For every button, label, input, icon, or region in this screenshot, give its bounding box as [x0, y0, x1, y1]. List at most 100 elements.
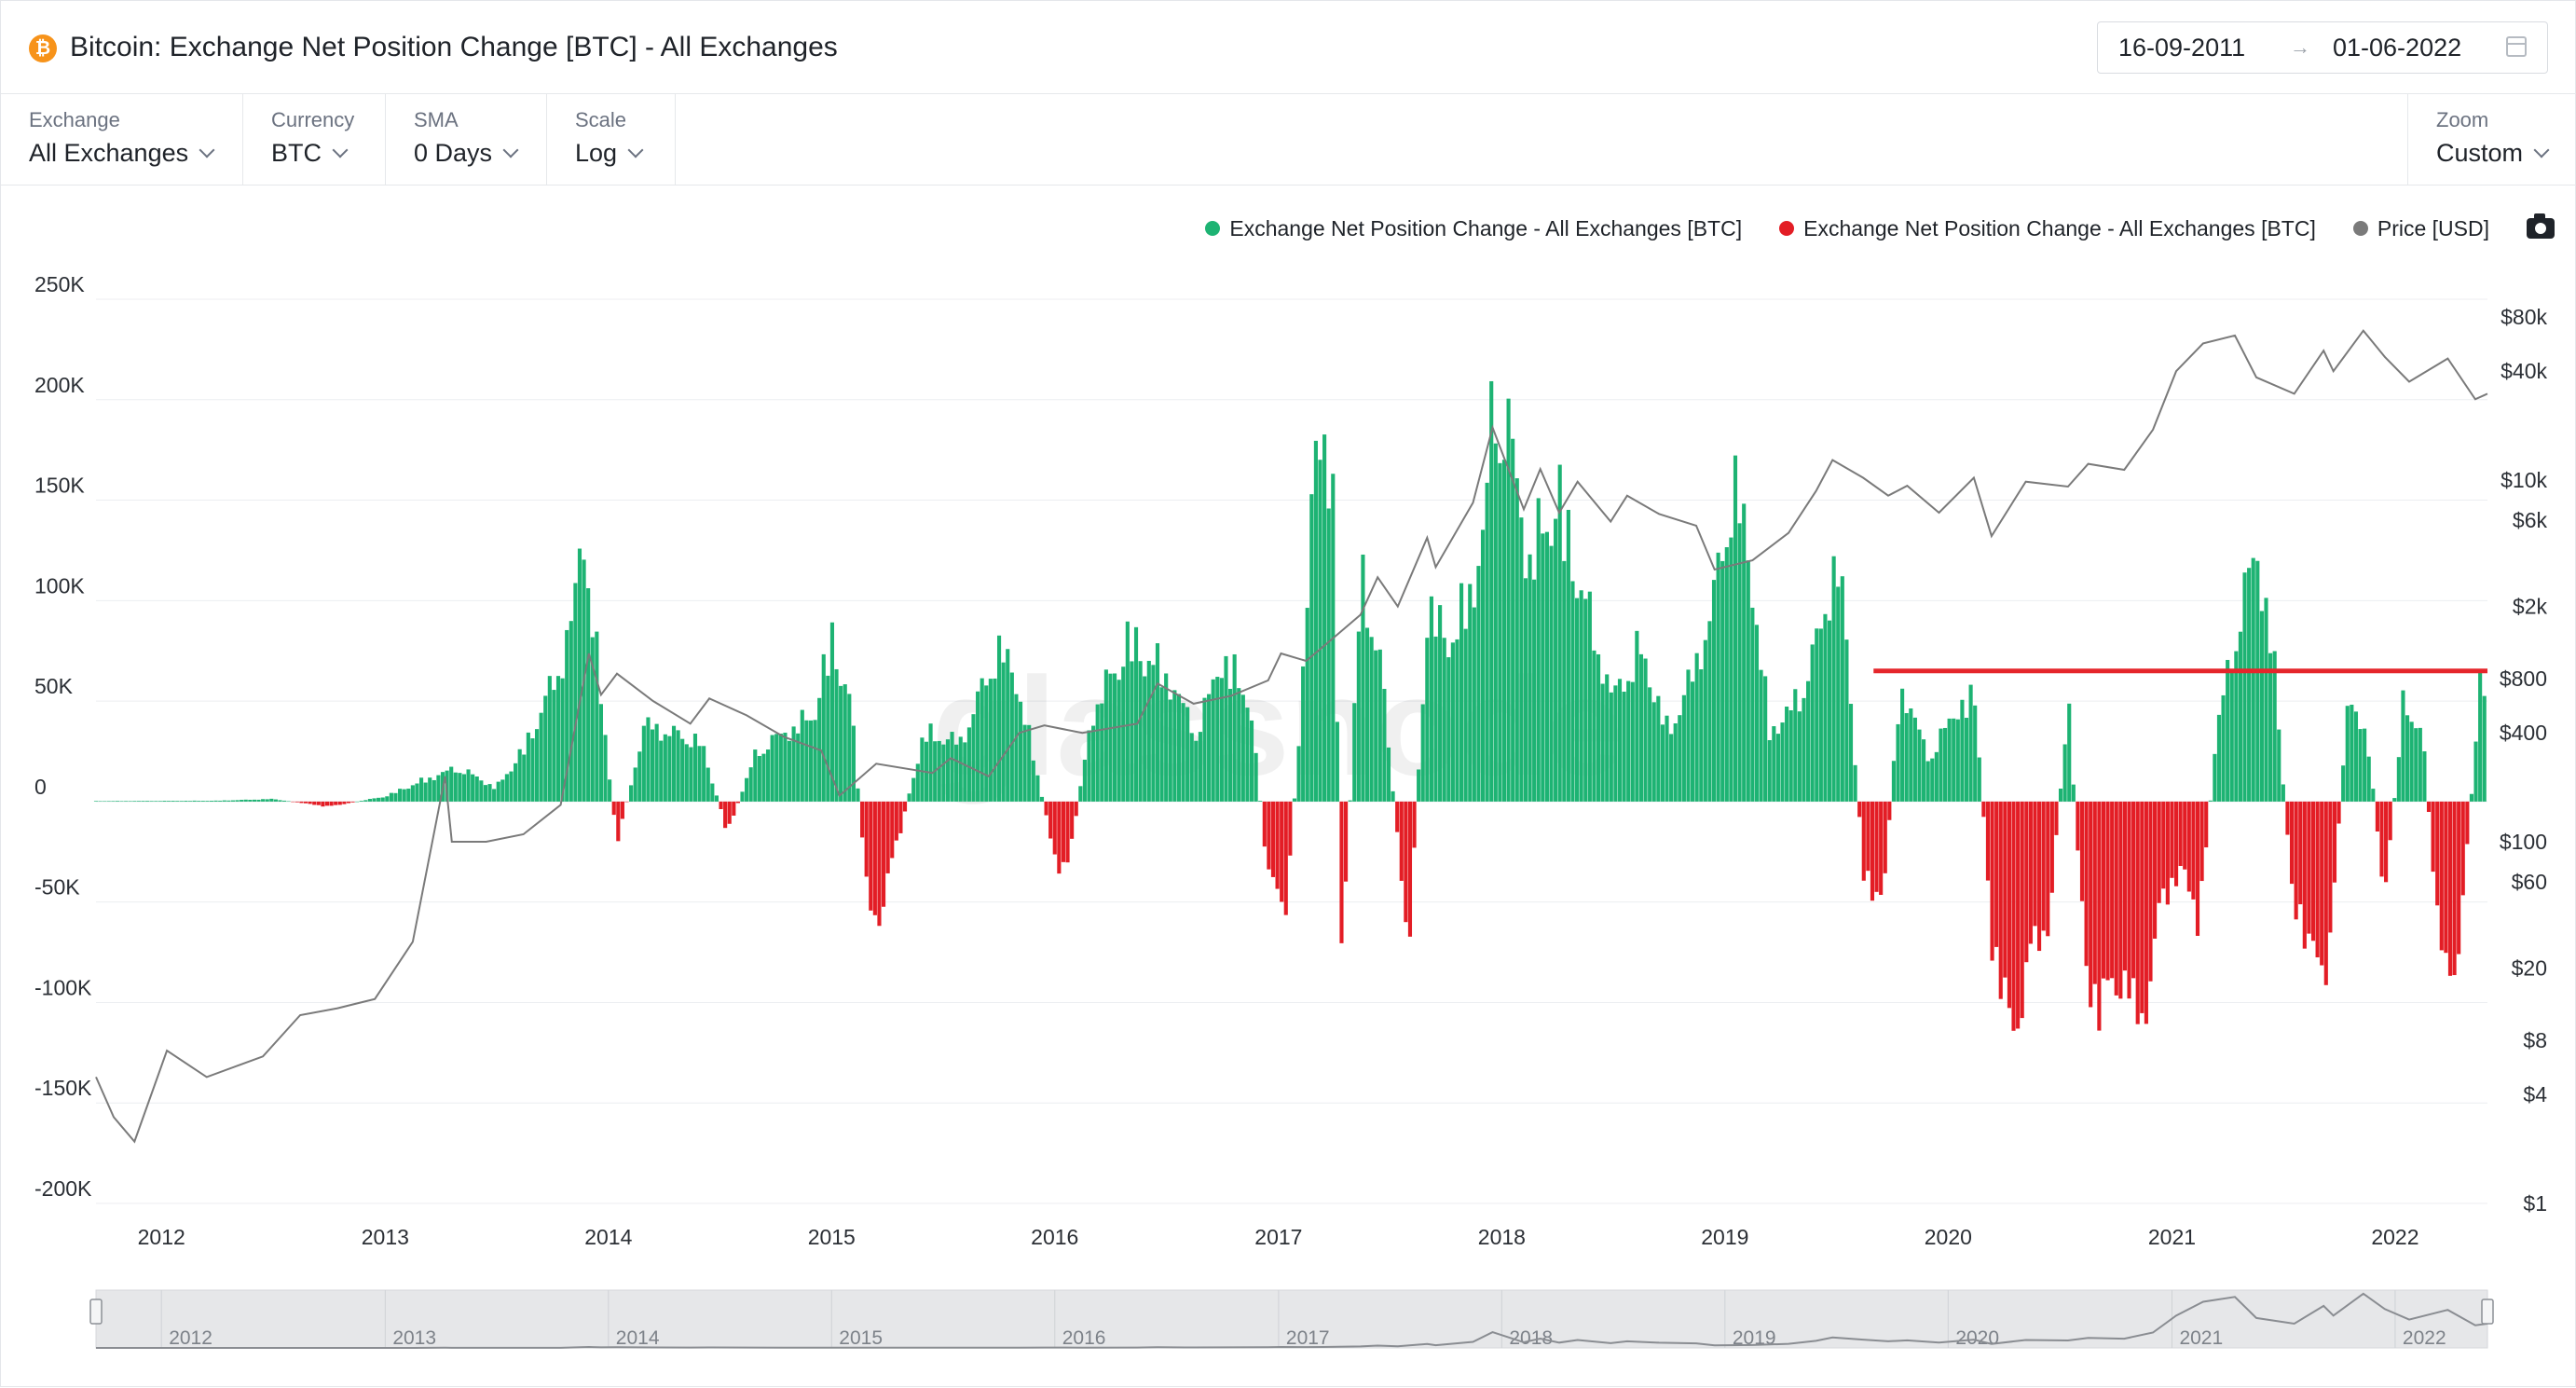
y-right-tick-label: $40k: [2501, 359, 2547, 383]
exchange-value: All Exchanges: [29, 139, 189, 167]
inflow-bar: [1313, 440, 1318, 802]
inflow-bar: [2234, 651, 2239, 802]
outflow-bar: [727, 801, 732, 824]
date-from-input[interactable]: 16-09-2011: [2118, 34, 2246, 62]
outflow-bar: [611, 801, 616, 816]
inflow-bar: [1912, 717, 1917, 802]
outflow-bar: [885, 801, 890, 873]
outflow-bar: [2315, 801, 2320, 958]
inflow-bar: [256, 799, 261, 802]
outflow-bar: [1985, 801, 1991, 881]
inflow-bar: [1806, 680, 1811, 802]
inflow-bar: [1211, 679, 1215, 802]
inflow-bar: [248, 799, 253, 802]
inflow-bar: [1904, 713, 1909, 802]
inflow-bar: [1557, 464, 1562, 802]
inflow-bar: [821, 653, 826, 802]
inflow-bar: [945, 739, 951, 802]
inflow-bar: [1802, 697, 1806, 802]
outflow-bar: [321, 801, 325, 807]
outflow-bar: [1857, 801, 1862, 818]
inflow-bar: [598, 704, 604, 802]
date-to-input[interactable]: 01-06-2022: [2333, 34, 2462, 62]
outflow-bar: [2118, 801, 2123, 999]
outflow-bar: [1990, 801, 1994, 961]
camera-icon[interactable]: [2527, 213, 2555, 239]
outflow-bar: [2379, 801, 2384, 877]
inflow-bar: [2358, 729, 2363, 802]
legend-item-price[interactable]: Price [USD]: [2352, 216, 2489, 241]
inflow-bar: [205, 801, 210, 802]
inflow-bar: [603, 735, 608, 802]
range-navigator[interactable]: 2012 2013 2014 2015 2016 2017 2018 2019 2020 2021…: [89, 1289, 2494, 1349]
inflow-bar: [458, 773, 462, 802]
inflow-bar: [808, 720, 814, 802]
navigator-tick-label: 2013: [392, 1327, 436, 1349]
calendar-icon[interactable]: [2506, 36, 2527, 57]
y-left-tick-label: -200K: [34, 1176, 92, 1201]
inflow-bar: [676, 730, 680, 802]
inflow-bar: [1934, 751, 1939, 802]
zoom-dropdown[interactable]: Zoom Custom: [2407, 94, 2576, 185]
inflow-bar: [1716, 552, 1720, 802]
inflow-bar: [748, 767, 753, 802]
currency-value: BTC: [271, 139, 322, 167]
inflow-bar: [1630, 681, 1635, 802]
inflow-bar: [1750, 607, 1755, 802]
inflow-bar: [1973, 705, 1978, 802]
outflow-bar: [2444, 801, 2448, 954]
scale-dropdown[interactable]: Scale Log: [547, 94, 676, 185]
inflow-bar: [565, 629, 569, 802]
inflow-bar: [1459, 583, 1464, 802]
navigator-handle[interactable]: [89, 1299, 103, 1325]
inflow-bar: [555, 676, 561, 802]
inflow-bar: [111, 801, 116, 802]
inflow-bar: [1296, 746, 1301, 802]
inflow-bar: [1143, 676, 1147, 802]
date-range-picker[interactable]: 16-09-2011 → 01-06-2022: [2097, 21, 2548, 74]
inflow-bar: [1729, 537, 1733, 802]
inflow-bar: [1377, 649, 1382, 802]
inflow-bar: [1100, 703, 1104, 802]
inflow-bar: [650, 729, 655, 802]
navigator-track[interactable]: [95, 1289, 2488, 1349]
inflow-bar: [1785, 707, 1789, 802]
legend-item-outflow[interactable]: Exchange Net Position Change - All Excha…: [1779, 216, 2316, 241]
inflow-bar: [1638, 653, 1644, 802]
sma-dropdown[interactable]: SMA 0 Days: [386, 94, 547, 185]
outflow-bar: [1407, 801, 1413, 937]
chevron-down-icon: [2533, 142, 2550, 158]
inflow-bar: [2409, 721, 2414, 802]
inflow-bar: [920, 737, 925, 802]
outflow-bar: [1343, 801, 1349, 882]
outflow-bar: [1339, 801, 1344, 943]
inflow-bar: [928, 723, 933, 802]
navigator-handle[interactable]: [2481, 1299, 2494, 1325]
inflow-bar: [218, 800, 223, 802]
currency-dropdown[interactable]: Currency BTC: [243, 94, 386, 185]
legend-dot-gray: [2352, 221, 2368, 236]
inflow-bar: [1810, 644, 1815, 802]
inflow-bar: [680, 738, 685, 802]
inflow-bar: [1891, 761, 1896, 802]
inflow-bar: [273, 799, 278, 802]
inflow-bar: [1840, 576, 1844, 802]
exchange-dropdown[interactable]: Exchange All Exchanges: [1, 94, 243, 185]
inflow-bar: [1566, 509, 1570, 802]
inflow-bar: [1609, 692, 1613, 802]
inflow-bar: [158, 801, 162, 802]
inflow-bar: [817, 697, 822, 802]
inflow-bar: [1352, 703, 1357, 802]
inflow-bar: [1151, 665, 1156, 802]
outflow-bar: [2332, 801, 2337, 883]
inflow-bar: [667, 735, 672, 802]
inflow-bar: [2067, 703, 2072, 802]
legend-item-inflow[interactable]: Exchange Net Position Change - All Excha…: [1205, 216, 1742, 241]
inflow-bar: [573, 583, 578, 802]
outflow-bar: [2011, 801, 2016, 1031]
arrow-right-icon: →: [2290, 35, 2310, 59]
zoom-label: Zoom: [2436, 108, 2489, 131]
inflow-bar: [1006, 649, 1010, 802]
inflow-bar: [2422, 750, 2427, 802]
outflow-bar: [2020, 801, 2024, 1019]
